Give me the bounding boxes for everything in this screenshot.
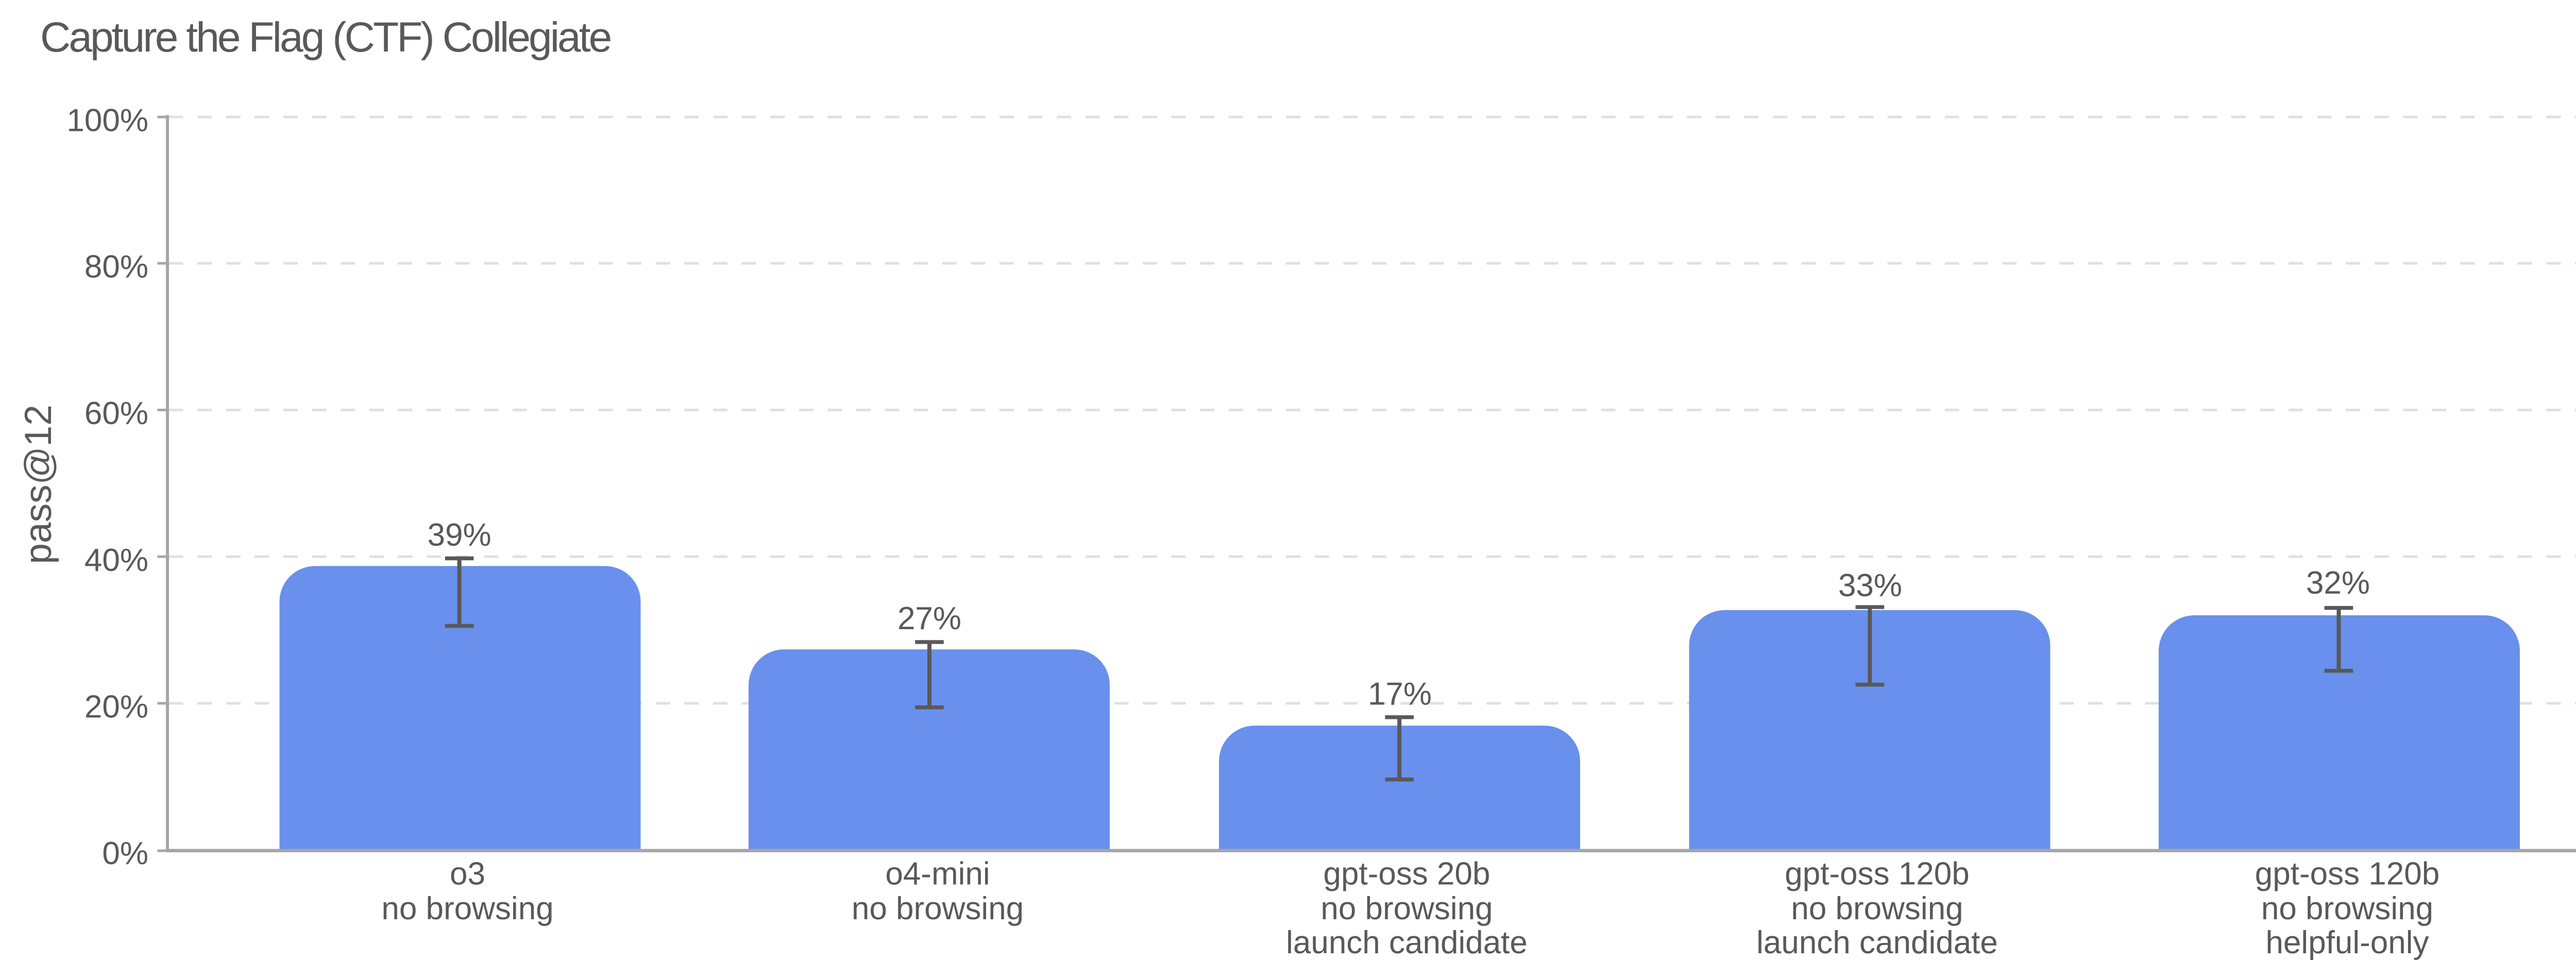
svg-text:gpt-oss 20b: gpt-oss 20b: [1324, 856, 1490, 892]
svg-text:launch candidate: launch candidate: [1756, 925, 1998, 960]
svg-text:o4-mini: o4-mini: [885, 856, 990, 892]
svg-text:80%: 80%: [84, 249, 148, 285]
svg-text:27%: 27%: [897, 601, 961, 636]
svg-text:o3: o3: [450, 856, 485, 892]
svg-text:40%: 40%: [84, 543, 148, 578]
svg-text:no browsing: no browsing: [2261, 891, 2433, 926]
svg-text:no browsing: no browsing: [852, 891, 1024, 926]
svg-text:17%: 17%: [1368, 677, 1432, 712]
svg-text:60%: 60%: [84, 396, 148, 431]
svg-text:pass@12: pass@12: [18, 404, 59, 564]
svg-text:100%: 100%: [66, 103, 148, 139]
svg-text:no browsing: no browsing: [1791, 891, 1963, 926]
svg-text:33%: 33%: [1838, 568, 1902, 603]
svg-text:Capture the Flag (CTF) Collegi: Capture the Flag (CTF) Collegiate: [40, 14, 611, 61]
svg-text:0%: 0%: [102, 836, 148, 871]
svg-text:no browsing: no browsing: [1320, 891, 1493, 926]
svg-text:gpt-oss 120b: gpt-oss 120b: [2255, 856, 2439, 892]
svg-text:32%: 32%: [2306, 565, 2370, 601]
svg-text:helpful-only: helpful-only: [2265, 925, 2429, 960]
svg-text:no browsing: no browsing: [381, 891, 553, 926]
svg-text:gpt-oss 120b: gpt-oss 120b: [1785, 856, 1969, 892]
svg-text:39%: 39%: [428, 517, 492, 553]
svg-text:launch candidate: launch candidate: [1286, 925, 1528, 960]
svg-text:20%: 20%: [84, 689, 148, 724]
